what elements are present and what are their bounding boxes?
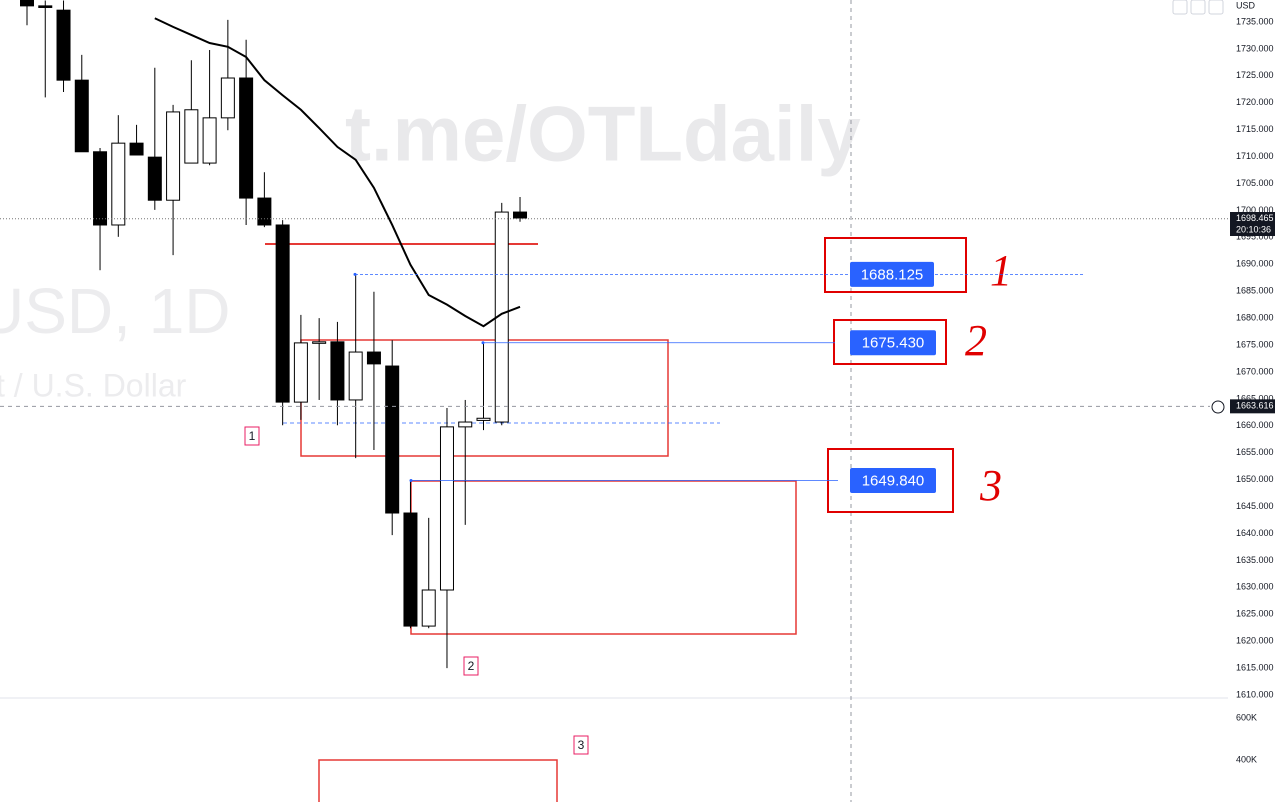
candle-body	[421, 589, 436, 627]
marker-box	[244, 426, 260, 446]
price-level-label-bg	[850, 330, 936, 356]
y-tick-label: 1645.000	[1236, 501, 1274, 511]
price-level-label-bg	[850, 261, 934, 287]
y-tick-label: 1650.000	[1236, 474, 1274, 484]
candle-body	[366, 351, 381, 365]
highlight-box	[824, 237, 967, 293]
handwritten-number: 3	[979, 461, 1002, 510]
y-tick-label: 1680.000	[1236, 312, 1274, 322]
y-tick-label: 1705.000	[1236, 178, 1274, 188]
price-level-anchor	[481, 341, 485, 345]
y-tick-label: 1700.000	[1236, 205, 1274, 215]
candle-body	[403, 512, 418, 627]
y-tick-label: 1615.000	[1236, 662, 1274, 672]
candle-body	[166, 111, 181, 201]
y-tick-label: 1630.000	[1236, 582, 1274, 592]
candle-body	[147, 156, 162, 201]
candle-body	[93, 151, 108, 226]
candle-body	[330, 341, 345, 401]
countdown: 20:10:36	[1236, 224, 1271, 234]
candle-body	[239, 77, 254, 199]
candle-body	[476, 417, 491, 421]
watermark: t.me/OTLdaily	[345, 90, 861, 178]
price-level-label: 1675.430	[862, 335, 925, 352]
y-tick-label: 1715.000	[1236, 124, 1274, 134]
candle-body	[513, 211, 528, 219]
y-tick-label: 1670.000	[1236, 366, 1274, 376]
y2-tick-label: 400K	[1236, 754, 1257, 764]
price-level-label: 1649.840	[862, 472, 925, 489]
crosshair-plus[interactable]	[1211, 400, 1225, 414]
description-watermark: t / U.S. Dollar	[0, 367, 187, 403]
candle-body	[20, 0, 34, 7]
y-tick-label: 1665.000	[1236, 393, 1274, 403]
reset-button[interactable]	[1208, 0, 1224, 15]
marker-label: 1	[249, 429, 256, 443]
handwritten-number: 1	[990, 246, 1012, 295]
y-tick-label: 1655.000	[1236, 447, 1274, 457]
price-level-label: 1688.125	[861, 266, 924, 283]
candle-body	[458, 421, 473, 428]
y-tick-label: 1690.000	[1236, 259, 1274, 269]
highlight-box	[833, 319, 947, 365]
candle-body	[348, 351, 363, 401]
crosshair-price-label: 1663.616	[1236, 401, 1274, 411]
candle-body	[439, 426, 454, 591]
y-tick-label: 1685.000	[1236, 286, 1274, 296]
last-price-box	[1230, 212, 1275, 236]
candle-body	[257, 197, 272, 226]
y-tick-label: 1635.000	[1236, 555, 1274, 565]
candle-body	[312, 341, 327, 344]
candle-body	[275, 224, 290, 403]
candle-body	[111, 142, 126, 226]
y-tick-label: 1710.000	[1236, 151, 1274, 161]
y-tick-label: 1695.000	[1236, 232, 1274, 242]
marker-label: 2	[468, 659, 475, 673]
candle-body	[385, 365, 400, 514]
drawn-box	[318, 759, 558, 802]
candle-body	[220, 77, 235, 119]
candle-body	[38, 5, 53, 8]
candle-body	[56, 9, 71, 81]
y2-tick-label: 600K	[1236, 712, 1257, 722]
candle-body	[293, 342, 308, 403]
candle-body	[129, 142, 144, 156]
handwritten-number: 2	[965, 316, 987, 365]
scroll-button[interactable]	[1190, 0, 1206, 15]
candle-body	[202, 117, 217, 164]
y-tick-label: 1610.000	[1236, 689, 1274, 699]
price-level-anchor	[409, 478, 413, 482]
y-tick-label: 1725.000	[1236, 70, 1274, 80]
crosshair-price-box	[1230, 399, 1275, 414]
scroll-button[interactable]	[1172, 0, 1188, 15]
y-tick-label: 1730.000	[1236, 43, 1274, 53]
last-price-label: 1698.465	[1236, 213, 1274, 223]
y-tick-label: 1620.000	[1236, 636, 1274, 646]
y-tick-label: 1735.000	[1236, 16, 1274, 26]
y-tick-label: 1675.000	[1236, 339, 1274, 349]
candle-body	[184, 109, 199, 164]
y-tick-label: 1660.000	[1236, 420, 1274, 430]
marker-box	[463, 656, 479, 676]
y-tick-label: 1720.000	[1236, 97, 1274, 107]
y-tick-label: 1640.000	[1236, 528, 1274, 538]
currency-selector[interactable]: USD	[1236, 0, 1256, 10]
marker-label: 3	[578, 738, 585, 752]
symbol-watermark: USD, 1D	[0, 275, 231, 347]
price-level-label-bg	[850, 467, 936, 493]
price-level-anchor	[353, 272, 357, 276]
moving-average	[154, 17, 521, 328]
marker-box	[573, 735, 589, 755]
y-tick-label: 1625.000	[1236, 609, 1274, 619]
candle-body	[74, 79, 89, 153]
